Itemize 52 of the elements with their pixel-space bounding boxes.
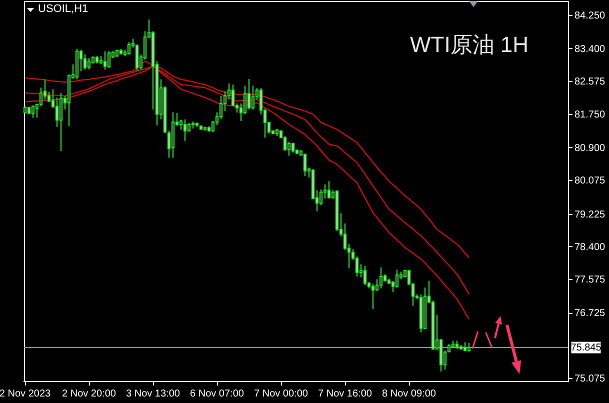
annotation: WTI原油 1H [410,31,529,59]
candlestick [372,284,374,310]
candlestick [252,85,254,110]
candlestick [104,50,106,70]
y-tick-label: 80.075 [574,176,606,187]
candlestick [56,97,58,128]
x-tick-label: 2 Nov 20:00 [62,388,116,400]
candlestick [364,265,366,286]
candlestick [84,54,86,70]
x-tick-label: 6 Nov 07:00 [190,388,244,400]
y-tick-label: 78.400 [574,242,606,253]
candlestick [328,180,330,200]
y-tick-label: 83.400 [574,44,606,55]
candlestick [356,256,358,277]
candlestick [292,142,294,154]
candlestick [32,105,34,118]
candlestick [180,119,182,130]
x-tick-label: 3 Nov 13:00 [126,388,180,400]
y-tick-label: 81.750 [574,109,606,120]
x-tick-label: 7 Nov 16:00 [318,388,372,400]
x-tick-label: 7 Nov 00:00 [254,388,308,400]
candlestick [60,92,62,152]
candlestick [220,96,222,120]
x-tick-label: 8 Nov 09:00 [382,388,436,400]
y-tick-label: 80.900 [574,142,606,154]
y-tick-label: 76.725 [574,308,606,320]
candlestick [320,188,322,206]
candlestick [344,222,346,250]
candlestick [108,50,110,68]
candlestick [288,141,290,156]
candlestick [136,44,138,72]
candlestick [304,154,306,176]
x-tick-label: 2 Nov 2023 [0,388,52,400]
y-tick-label: 79.225 [574,209,606,220]
candlestick [232,84,234,107]
candlestick [184,118,186,142]
ref-line-label: 75.845 [570,342,602,354]
candlestick [212,120,214,133]
candlestick [376,278,378,292]
candlestick [128,42,130,55]
candlestick [244,85,246,115]
candlestick [40,87,42,107]
candlestick [396,269,398,288]
chart-title: USOIL,H1 [38,3,88,15]
y-tick-label: 77.575 [574,274,606,286]
y-tick-label: 84.250 [574,10,606,22]
candlestick [248,78,250,110]
candlestick [88,58,90,70]
y-tick-label: 75.075 [574,374,606,385]
candlestick [380,266,382,289]
candlestick [464,342,466,352]
y-tick-label: 82.575 [574,76,606,88]
